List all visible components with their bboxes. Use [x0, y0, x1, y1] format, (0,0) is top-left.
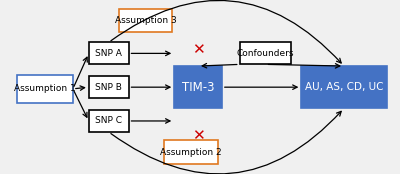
FancyBboxPatch shape [118, 9, 172, 32]
Text: AU, AS, CD, UC: AU, AS, CD, UC [305, 82, 383, 92]
FancyBboxPatch shape [240, 42, 291, 64]
Text: SNP A: SNP A [95, 49, 122, 58]
FancyBboxPatch shape [89, 42, 128, 64]
Text: TIM-3: TIM-3 [182, 81, 214, 94]
FancyBboxPatch shape [301, 66, 387, 108]
FancyBboxPatch shape [164, 140, 218, 164]
FancyBboxPatch shape [89, 110, 128, 132]
Text: Assumption 3: Assumption 3 [114, 16, 176, 25]
Text: Confounders: Confounders [237, 49, 294, 58]
Text: ✕: ✕ [192, 128, 204, 143]
Text: Assumption 1: Assumption 1 [14, 84, 76, 93]
FancyBboxPatch shape [89, 76, 128, 98]
FancyBboxPatch shape [17, 74, 73, 103]
Text: Assumption 2: Assumption 2 [160, 148, 222, 157]
Text: ✕: ✕ [192, 42, 204, 57]
Text: SNP C: SNP C [95, 116, 122, 125]
FancyBboxPatch shape [174, 66, 222, 108]
Text: SNP B: SNP B [95, 83, 122, 92]
